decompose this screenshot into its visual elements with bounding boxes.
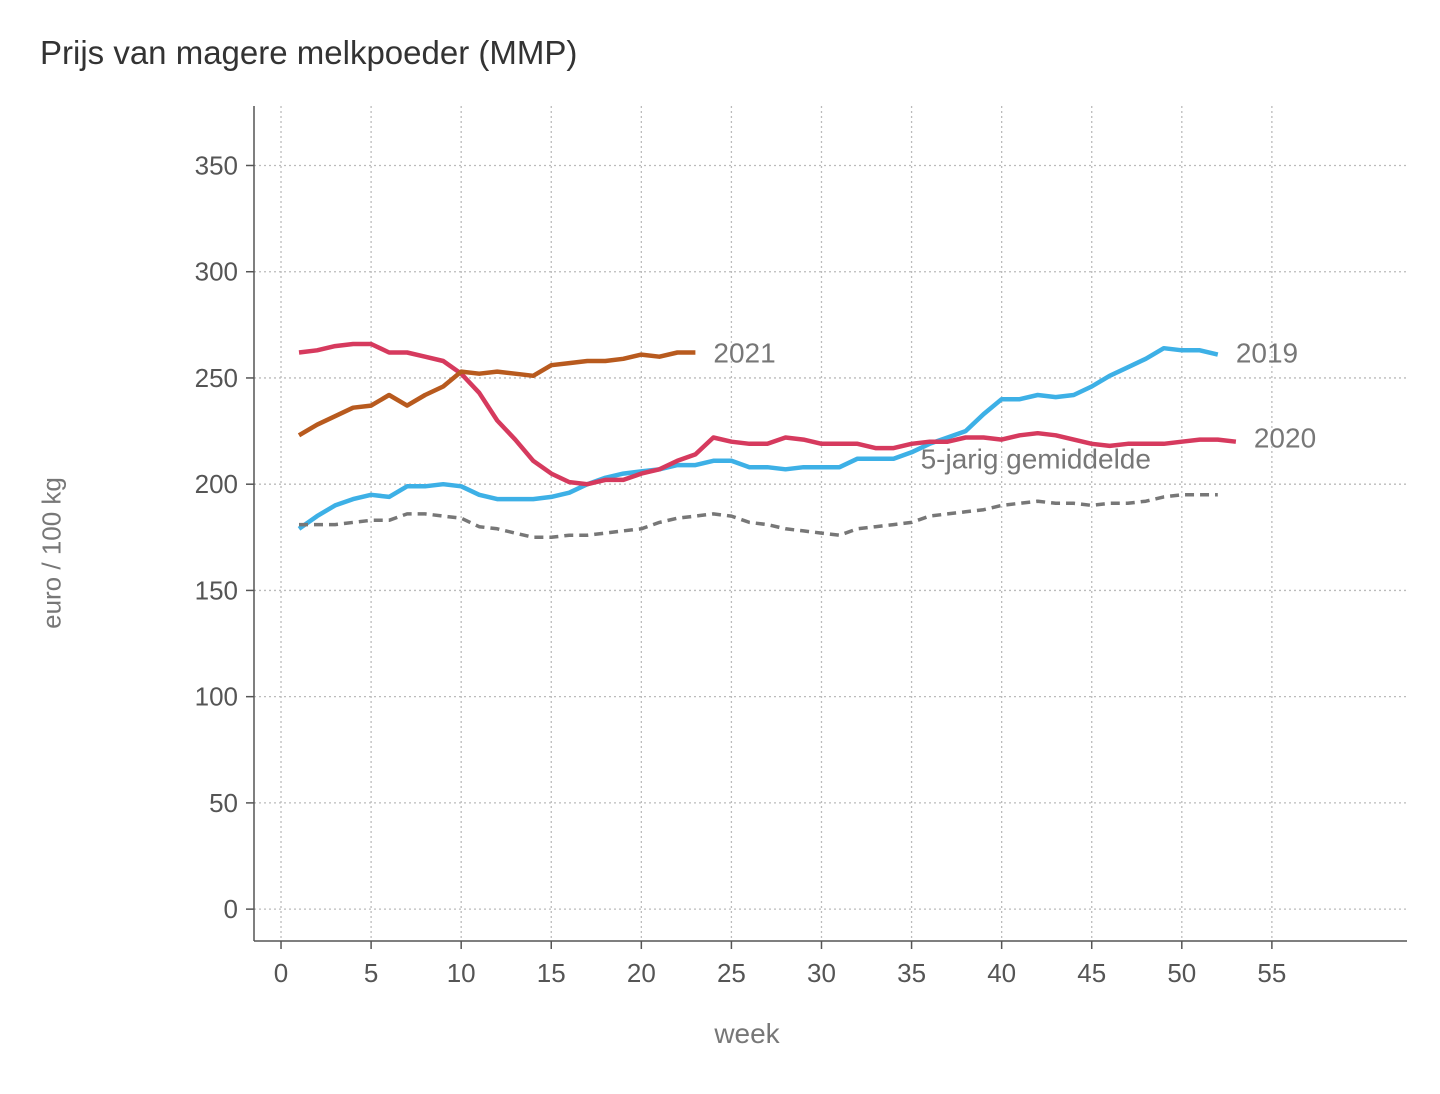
series-line-2020 [298, 341, 1237, 487]
x-tick-label: 5 [364, 958, 378, 988]
y-tick-label: 300 [195, 257, 238, 287]
series-line-5-jarig-gemiddelde [299, 493, 1218, 540]
y-tick-label: 250 [195, 363, 238, 393]
x-tick-label: 40 [987, 958, 1016, 988]
x-axis-label: week [714, 1018, 780, 1049]
y-tick-label: 150 [195, 575, 238, 605]
x-tick-label: 50 [1167, 958, 1196, 988]
series-line-2019 [297, 345, 1219, 531]
x-tick-label: 35 [897, 958, 926, 988]
series-line-2021 [297, 350, 696, 438]
x-tick-label: 0 [274, 958, 288, 988]
annotation-label: 2021 [713, 337, 775, 368]
grid [254, 106, 1407, 941]
y-tick-label: 50 [209, 788, 238, 818]
y-tick-label: 100 [195, 682, 238, 712]
annotation-label: 2019 [1236, 337, 1298, 368]
annotation-label: 2020 [1254, 422, 1316, 453]
y-tick-label: 200 [195, 469, 238, 499]
y-tick-label: 350 [195, 150, 238, 180]
annotation-label: 5-jarig gemiddelde [921, 444, 1151, 475]
y-tick-label: 0 [224, 894, 238, 924]
x-tick-label: 20 [627, 958, 656, 988]
axes: 0 5 10 15 20 25 30 35 40 45 50 55 0 50 100 150 200 250 300… [195, 106, 1407, 988]
x-tick-label: 15 [537, 958, 566, 988]
series-group [297, 341, 1237, 540]
x-tick-label: 25 [717, 958, 746, 988]
x-tick-label: 30 [807, 958, 836, 988]
annotations: 2021 2019 2020 5-jarig gemiddelde [713, 337, 1316, 474]
x-tick-label: 55 [1257, 958, 1286, 988]
chart-title: Prijs van magere melkpoeder (MMP) [40, 34, 578, 71]
x-tick-label: 45 [1077, 958, 1106, 988]
x-tick-label: 10 [447, 958, 476, 988]
